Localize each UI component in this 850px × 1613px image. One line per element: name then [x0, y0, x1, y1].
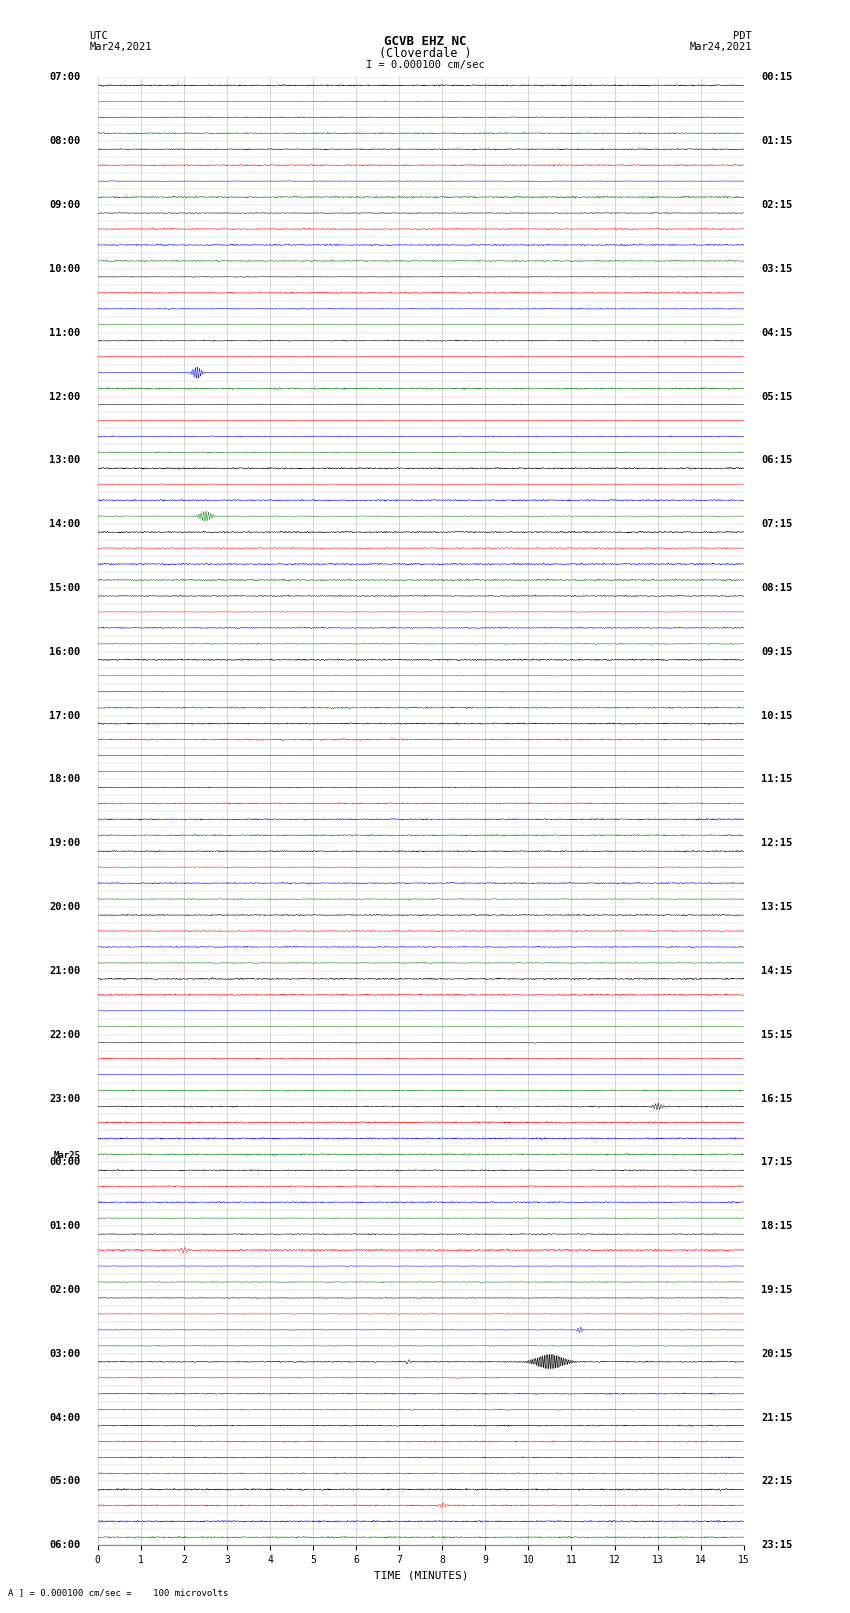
Text: 10:15: 10:15	[761, 711, 792, 721]
Text: 11:00: 11:00	[49, 327, 81, 337]
Text: 15:15: 15:15	[761, 1029, 792, 1040]
Text: 17:00: 17:00	[49, 711, 81, 721]
Text: 02:00: 02:00	[49, 1286, 81, 1295]
Text: 05:00: 05:00	[49, 1476, 81, 1487]
Text: 17:15: 17:15	[761, 1158, 792, 1168]
Text: 20:15: 20:15	[761, 1348, 792, 1358]
Text: 21:15: 21:15	[761, 1413, 792, 1423]
Text: 07:15: 07:15	[761, 519, 792, 529]
Text: Mar24,2021: Mar24,2021	[89, 42, 152, 52]
Text: 21:00: 21:00	[49, 966, 81, 976]
Text: 01:15: 01:15	[761, 135, 792, 147]
Text: 20:00: 20:00	[49, 902, 81, 911]
Text: 19:15: 19:15	[761, 1286, 792, 1295]
Text: 06:15: 06:15	[761, 455, 792, 465]
Text: 12:15: 12:15	[761, 839, 792, 848]
Text: 04:15: 04:15	[761, 327, 792, 337]
Text: 18:15: 18:15	[761, 1221, 792, 1231]
Text: 03:00: 03:00	[49, 1348, 81, 1358]
Text: 02:15: 02:15	[761, 200, 792, 210]
Text: 08:15: 08:15	[761, 582, 792, 594]
Text: 15:00: 15:00	[49, 582, 81, 594]
Text: (Cloverdale ): (Cloverdale )	[379, 47, 471, 60]
Text: 08:00: 08:00	[49, 135, 81, 147]
Text: 22:15: 22:15	[761, 1476, 792, 1487]
Text: 04:00: 04:00	[49, 1413, 81, 1423]
Text: 19:00: 19:00	[49, 839, 81, 848]
Text: 07:00: 07:00	[49, 73, 81, 82]
Text: A ] = 0.000100 cm/sec =    100 microvolts: A ] = 0.000100 cm/sec = 100 microvolts	[8, 1587, 229, 1597]
Text: 06:00: 06:00	[49, 1540, 81, 1550]
Text: 23:15: 23:15	[761, 1540, 792, 1550]
Text: 10:00: 10:00	[49, 265, 81, 274]
Text: 16:15: 16:15	[761, 1094, 792, 1103]
Text: 09:00: 09:00	[49, 200, 81, 210]
Text: 00:00: 00:00	[49, 1158, 81, 1168]
Text: 13:00: 13:00	[49, 455, 81, 465]
Text: 16:00: 16:00	[49, 647, 81, 656]
Text: 18:00: 18:00	[49, 774, 81, 784]
Text: 11:15: 11:15	[761, 774, 792, 784]
Text: Mar25: Mar25	[54, 1152, 81, 1160]
Text: 12:00: 12:00	[49, 392, 81, 402]
Text: 01:00: 01:00	[49, 1221, 81, 1231]
Text: Mar24,2021: Mar24,2021	[689, 42, 752, 52]
Text: 03:15: 03:15	[761, 265, 792, 274]
Text: 09:15: 09:15	[761, 647, 792, 656]
Text: 14:15: 14:15	[761, 966, 792, 976]
Text: 22:00: 22:00	[49, 1029, 81, 1040]
Text: 00:15: 00:15	[761, 73, 792, 82]
Text: PDT: PDT	[734, 31, 752, 40]
Text: 23:00: 23:00	[49, 1094, 81, 1103]
Text: GCVB EHZ NC: GCVB EHZ NC	[383, 35, 467, 48]
Text: I = 0.000100 cm/sec: I = 0.000100 cm/sec	[366, 60, 484, 69]
Text: 14:00: 14:00	[49, 519, 81, 529]
Text: 13:15: 13:15	[761, 902, 792, 911]
Text: 05:15: 05:15	[761, 392, 792, 402]
X-axis label: TIME (MINUTES): TIME (MINUTES)	[373, 1571, 468, 1581]
Text: UTC: UTC	[89, 31, 108, 40]
